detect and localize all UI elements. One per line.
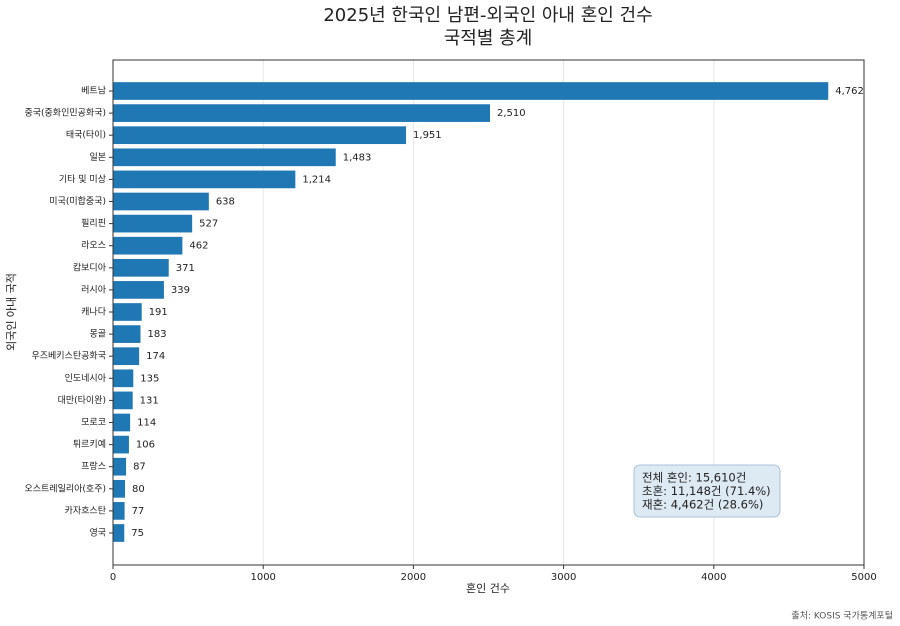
bar (113, 104, 491, 122)
value-label: 4,762 (835, 86, 864, 97)
value-label: 2,510 (497, 108, 526, 119)
y-tick-label: 캐나다 (81, 307, 107, 318)
value-label: 1,483 (343, 152, 372, 163)
bar (113, 258, 169, 277)
x-tick-label: 2000 (401, 572, 426, 583)
value-label: 114 (137, 418, 156, 429)
y-tick-label: 오스트레일리아(호주) (24, 483, 106, 494)
x-tick-label: 5000 (851, 572, 876, 583)
value-label: 106 (136, 440, 155, 451)
y-tick-label: 태국(타이) (66, 130, 106, 141)
bar (113, 325, 141, 343)
y-tick-label: 기타 및 미상 (59, 173, 106, 185)
value-label: 174 (146, 351, 165, 362)
y-tick-label: 몽골 (89, 329, 106, 340)
annotation-line: 재혼: 4,462건 (28.6%) (642, 498, 763, 512)
x-tick-label: 4000 (701, 572, 726, 583)
bar (113, 435, 129, 454)
y-tick-label: 프랑스 (81, 460, 106, 472)
x-tick-label: 0 (110, 572, 116, 583)
bar (113, 369, 134, 388)
value-label: 462 (189, 241, 208, 252)
y-tick-label: 인도네시아 (65, 373, 107, 384)
chart-subtitle: 국적별 총계 (444, 28, 533, 49)
bar (113, 347, 140, 366)
value-label: 371 (176, 263, 195, 274)
bar (113, 192, 209, 211)
y-tick-label: 우즈베키스탄공화국 (31, 351, 106, 362)
value-label: 87 (133, 462, 146, 473)
bar (113, 457, 127, 476)
value-label: 339 (171, 285, 190, 296)
y-tick-label: 중국(중화인민공화국) (24, 108, 106, 119)
annotation-line: 전체 혼인: 15,610건 (642, 471, 746, 485)
y-tick-label: 러시아 (81, 284, 107, 295)
y-axis-label: 외국인 아내 국적 (5, 273, 18, 351)
value-label: 1,214 (302, 174, 331, 185)
y-tick-label: 베트남 (81, 86, 106, 97)
y-tick-label: 일본 (89, 152, 106, 163)
bar (113, 126, 407, 145)
annotation-background (633, 464, 781, 518)
source: 출처: KOSIS 국가통계포털 (791, 610, 893, 622)
bar (113, 236, 183, 255)
bar (113, 413, 131, 432)
value-label: 77 (132, 506, 145, 517)
y-tick-label: 라오스 (81, 240, 106, 251)
bar (113, 148, 336, 167)
y-tick-label: 대만(타이완) (58, 395, 106, 406)
value-label: 1,951 (413, 130, 442, 141)
y-tick-label: 카자흐스탄 (65, 505, 106, 516)
x-tick-label: 1000 (250, 572, 275, 583)
value-label: 638 (216, 197, 235, 208)
bar (113, 391, 133, 410)
bar (113, 524, 125, 542)
bar (113, 502, 125, 520)
value-label: 80 (132, 484, 145, 495)
bar (113, 82, 829, 100)
y-tick-label: 캄보디아 (73, 261, 107, 273)
bar (113, 479, 126, 498)
bar (113, 303, 142, 321)
bar (113, 214, 193, 233)
value-label: 131 (140, 395, 159, 406)
y-tick-label: 필리핀 (81, 217, 106, 229)
value-label: 527 (199, 219, 218, 230)
y-tick-label: 영국 (89, 528, 106, 539)
y-tick-label: 미국(미합중국) (49, 196, 106, 207)
bar (113, 281, 164, 299)
y-tick-label: 모로코 (81, 418, 106, 428)
value-label: 191 (149, 307, 168, 318)
x-tick-label: 3000 (551, 572, 576, 583)
bar (113, 170, 296, 189)
value-label: 135 (140, 373, 159, 384)
plot-frame (112, 59, 865, 566)
y-tick-label: 튀르키예 (73, 438, 106, 450)
value-label: 183 (147, 329, 166, 340)
annotation-line: 초혼: 11,148건 (71.4%) (642, 484, 771, 498)
x-axis-label: 혼인 건수 (466, 582, 510, 595)
chart-title: 2025년 한국인 남편-외국인 아내 혼인 건수 (323, 5, 652, 26)
value-label: 75 (131, 528, 144, 539)
